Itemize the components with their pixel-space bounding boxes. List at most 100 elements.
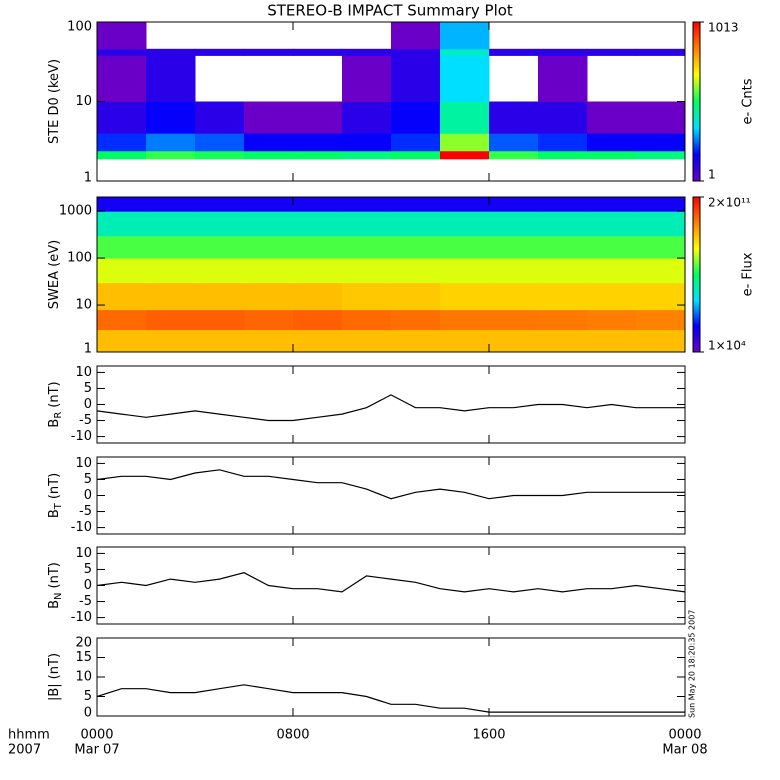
heatmap-cell [244, 48, 294, 56]
heatmap-cell [440, 133, 490, 152]
heatmap-cell [440, 101, 490, 134]
y-label-main: B [47, 509, 62, 518]
heatmap-cell [440, 22, 490, 50]
heatmap-cell [489, 197, 539, 212]
heatmap-cell [293, 329, 343, 352]
heatmap-cell [293, 133, 343, 152]
heatmap-cell [146, 197, 196, 212]
heatmap-cell [97, 197, 147, 212]
y-tick-label: -10 [71, 520, 92, 535]
heatmap-cell [538, 150, 588, 160]
panel [97, 572, 685, 593]
heatmap-cell [636, 150, 685, 160]
colorbar-tick-label: 2×10¹¹ [708, 196, 751, 210]
heatmap-cell [587, 282, 637, 311]
heatmap-cell [195, 150, 245, 160]
y-tick-label: -10 [71, 429, 92, 444]
heatmap-cell [391, 55, 441, 102]
heatmap-cell [244, 258, 294, 284]
heatmap-cell [587, 329, 637, 352]
y-axis-label: |B| (nT) [47, 653, 62, 701]
heatmap-cell [146, 211, 196, 237]
y-axis-label: SWEA (eV) [47, 240, 62, 309]
heatmap-cell [342, 211, 392, 237]
colorbar [692, 21, 701, 182]
heatmap-cell [342, 258, 392, 284]
y-tick-label: 10 [75, 298, 92, 313]
y-tick-label: 10 [75, 670, 92, 685]
heatmap-cell [489, 133, 539, 152]
heatmap-cell [195, 282, 245, 311]
heatmap-cell [440, 211, 490, 237]
line [97, 572, 685, 593]
heatmap-cell [391, 48, 441, 56]
y-label-main: STE D0 (keV) [47, 59, 62, 144]
heatmap-cell [146, 282, 196, 311]
y-tick-label: 0 [84, 397, 92, 412]
line [97, 684, 685, 713]
y-axis-label: BN (nT) [47, 562, 65, 609]
heatmap-cell [538, 282, 588, 311]
heatmap-cell [636, 282, 685, 311]
heatmap-cell [195, 48, 245, 56]
heatmap-cell [538, 235, 588, 259]
y-tick-label: 10 [75, 365, 92, 380]
heatmap-cell [97, 133, 147, 152]
y-tick-label: -10 [71, 610, 92, 625]
heatmap-cell [293, 235, 343, 259]
y-axis-label: STE D0 (keV) [47, 59, 62, 144]
heatmap-cell [391, 22, 441, 50]
y-tick-label: 1 [84, 171, 92, 186]
heatmap-cell [244, 197, 294, 212]
heatmap-cell [636, 329, 685, 352]
heatmap-cell [97, 211, 147, 237]
panel-frame [96, 456, 686, 535]
heatmap-cell [440, 329, 490, 352]
heatmap-cell [146, 235, 196, 259]
heatmap-cell [636, 133, 685, 152]
heatmap-cell [293, 211, 343, 237]
y-tick-label: 15 [75, 650, 92, 665]
heatmap-cell [538, 197, 588, 212]
heatmap-cell [195, 309, 245, 331]
y-label-main: SWEA (eV) [47, 240, 62, 309]
y-label-main: |B| [47, 683, 62, 701]
heatmap-cell [342, 282, 392, 311]
y-label-main: B [47, 419, 62, 428]
y-tick-label: -5 [79, 504, 92, 519]
panel [97, 197, 685, 352]
heatmap-cell [97, 22, 147, 50]
heatmap-cell [293, 150, 343, 160]
heatmap-cell [244, 309, 294, 331]
y-tick-label: -5 [79, 413, 92, 428]
x-date-label: Mar 07 [74, 743, 119, 758]
heatmap-cell [146, 309, 196, 331]
heatmap-cell [342, 197, 392, 212]
y-label-unit: (nT) [47, 562, 62, 588]
heatmap-cell [342, 48, 392, 56]
heatmap-cell [587, 258, 637, 284]
heatmap-cell [391, 309, 441, 331]
heatmap-cell [587, 101, 637, 134]
colorbar-label: e- Flux [741, 252, 756, 296]
x-tick-label: 1600 [472, 728, 505, 743]
heatmap-cell [636, 197, 685, 212]
y-tick-label: 5 [84, 562, 92, 577]
heatmap-cell [97, 150, 147, 160]
colorbar-tick-label: 1×10⁴ [708, 339, 746, 353]
y-tick-label: 100 [67, 251, 92, 266]
heatmap-cell [195, 235, 245, 259]
heatmap-cell [146, 150, 196, 160]
y-label-sub: R [53, 412, 64, 419]
heatmap-cell [97, 235, 147, 259]
heatmap-cell [97, 258, 147, 284]
colorbar-label: e- Cnts [741, 78, 756, 124]
heatmap-cell [391, 329, 441, 352]
heatmap-cell [440, 150, 490, 160]
heatmap-cell [146, 55, 196, 102]
y-tick-label: 100 [67, 20, 92, 35]
colorbar [692, 196, 701, 353]
heatmap-cell [97, 101, 147, 134]
y-tick-label: 10 [75, 546, 92, 561]
heatmap-cell [293, 282, 343, 311]
